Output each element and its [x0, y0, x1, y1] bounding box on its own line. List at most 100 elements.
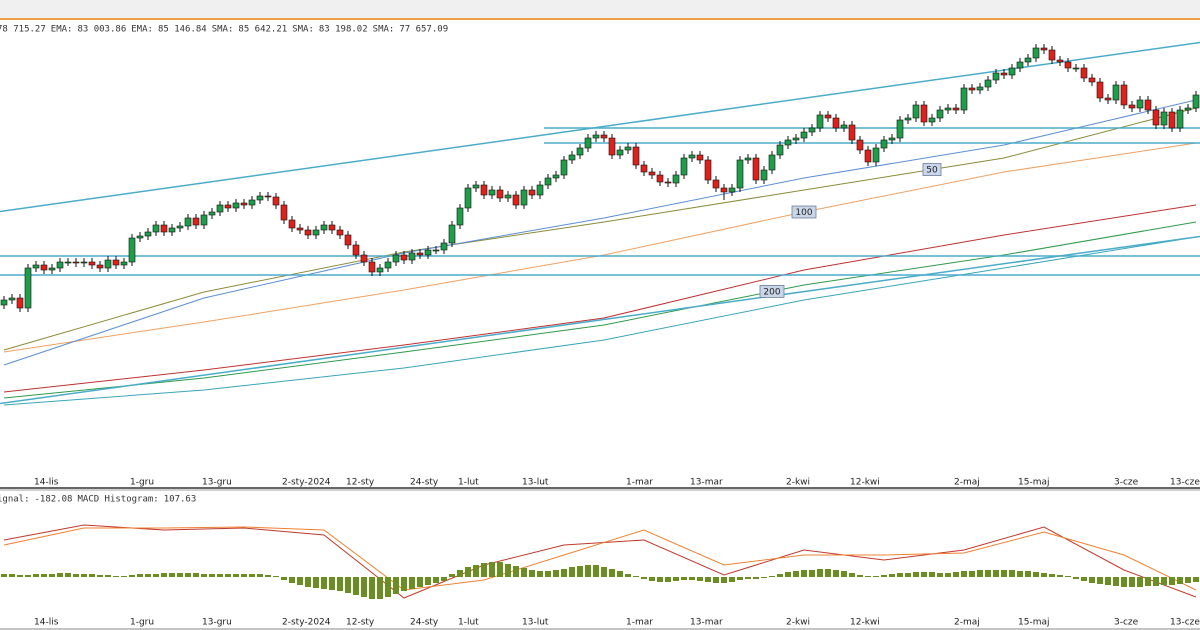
- candle-body: [440, 242, 448, 251]
- histogram-bar: [33, 574, 39, 577]
- histogram-bar: [521, 568, 527, 577]
- candle-body: [448, 224, 456, 244]
- histogram-bar: [553, 570, 559, 577]
- histogram-bar: [569, 567, 575, 577]
- histogram-bar: [1185, 577, 1191, 583]
- candle-body: [960, 87, 968, 111]
- histogram-bar: [865, 576, 871, 577]
- x-tick-label: 13-cze: [1170, 478, 1200, 488]
- candle-body: [256, 195, 264, 201]
- candle-body: [64, 261, 72, 264]
- histogram-bar: [1081, 577, 1087, 581]
- histogram-bar: [49, 574, 55, 577]
- indicator-line: [3, 204, 1197, 393]
- histogram-bar: [241, 574, 247, 577]
- histogram-bar: [761, 577, 767, 578]
- histogram-bar: [449, 574, 455, 577]
- candle-body: [360, 254, 368, 263]
- histogram-bar: [921, 572, 927, 577]
- histogram-bar: [985, 570, 991, 577]
- text-layer: 14-lis 14-lis 1-gru 1-gru 13-gru 13-gru 2-sty-…: [0, 25, 1200, 628]
- x-tick-label: 2-kwi: [786, 478, 810, 488]
- candle-body: [416, 252, 424, 256]
- histogram-bar: [1033, 572, 1039, 577]
- candle-body: [232, 202, 240, 209]
- x-tick-label: 13-mar: [690, 618, 723, 628]
- histogram-bar: [729, 577, 735, 582]
- histogram-bar: [689, 577, 695, 580]
- candle-body: [864, 149, 872, 163]
- legend-label: SMA:: [373, 25, 395, 35]
- candle-body: [992, 72, 1000, 81]
- histogram-bar: [1105, 577, 1111, 585]
- histogram-bar: [313, 577, 319, 588]
- histogram-bar: [753, 577, 759, 579]
- legend-label: EMA:: [51, 25, 73, 35]
- histogram-bar: [1169, 577, 1175, 585]
- candle-body: [936, 109, 944, 119]
- candle-body: [512, 194, 520, 206]
- candle-body: [0, 299, 8, 306]
- histogram-bar: [249, 574, 255, 577]
- candle-body: [920, 104, 928, 123]
- candle-body: [848, 124, 856, 141]
- x-tick-label: 13-gru: [202, 478, 232, 488]
- candle-body: [608, 137, 616, 156]
- candle-body: [1072, 67, 1080, 70]
- histogram-bar: [625, 574, 631, 577]
- candle-body: [40, 264, 48, 271]
- histogram-bar: [1017, 571, 1023, 577]
- candle-body: [592, 134, 600, 139]
- histogram-bar: [617, 571, 623, 577]
- histogram-bar: [601, 567, 607, 577]
- candle-body: [872, 147, 880, 163]
- candle-body: [208, 211, 216, 216]
- x-tick-label: 15-maj: [1018, 618, 1049, 628]
- histogram-bar: [817, 569, 823, 577]
- candle-body: [192, 217, 200, 226]
- candle-body: [136, 235, 144, 239]
- histogram-bar: [377, 577, 383, 599]
- candle-body: [784, 139, 792, 146]
- candle-body: [432, 249, 440, 252]
- histogram-bar: [393, 577, 399, 594]
- candle-body: [672, 174, 680, 184]
- candle-body: [712, 179, 720, 189]
- histogram-bar: [361, 577, 367, 597]
- histogram-bar: [537, 571, 543, 577]
- histogram-bar: [329, 577, 335, 590]
- candle-body: [1032, 47, 1040, 59]
- candle-body: [552, 174, 560, 179]
- top-bar: [0, 0, 1200, 18]
- legend-label: SMA:: [212, 25, 234, 35]
- x-tick-label: 2-sty-2024: [282, 618, 331, 628]
- x-tick-label: 1-gru: [130, 618, 154, 628]
- candle-body: [1000, 72, 1008, 76]
- candle-body: [80, 261, 88, 264]
- candle-body: [112, 259, 120, 266]
- candle-body: [240, 202, 248, 206]
- histogram-bar: [257, 574, 263, 577]
- candle-body: [272, 196, 280, 206]
- x-tick-label: 13-lut: [522, 478, 549, 488]
- candle-body: [944, 107, 952, 111]
- candle-body: [680, 157, 688, 176]
- candle-body: [8, 297, 16, 301]
- x-tick-label: 14-lis: [34, 478, 59, 488]
- histogram-bar: [545, 571, 551, 577]
- x-tick-label: 14-lis: [34, 618, 59, 628]
- candle-body: [1056, 59, 1064, 63]
- histogram-bar: [337, 577, 343, 591]
- legend-value: 83 003.86: [77, 25, 126, 35]
- x-tick-label: 12-kwi: [850, 618, 880, 628]
- candle-body: [144, 231, 152, 237]
- histogram-bar: [225, 574, 231, 577]
- histogram-bar: [281, 577, 287, 580]
- histogram-bar: [177, 573, 183, 577]
- histogram-bar: [1121, 577, 1127, 587]
- histogram-bar: [1153, 577, 1159, 586]
- candle-body: [720, 187, 728, 193]
- candle-body: [1120, 84, 1128, 106]
- histogram-bar: [1073, 577, 1079, 579]
- candle-body: [616, 149, 624, 156]
